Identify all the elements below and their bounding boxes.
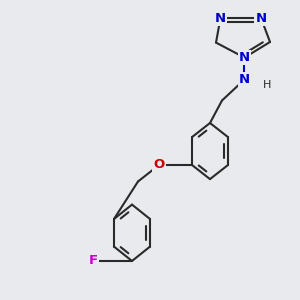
Text: N: N [239, 73, 250, 86]
Text: N: N [239, 51, 250, 64]
Text: O: O [153, 158, 165, 172]
Text: N: N [215, 11, 226, 25]
Text: F: F [88, 254, 98, 268]
Text: H: H [262, 80, 271, 90]
Text: N: N [255, 11, 267, 25]
